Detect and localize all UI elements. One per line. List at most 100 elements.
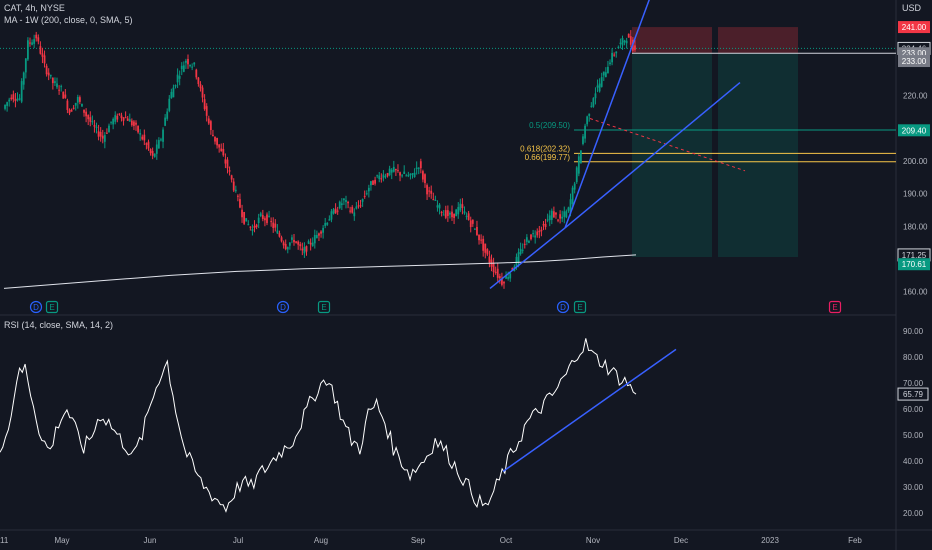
candle-body-122 — [257, 217, 260, 224]
candle-body-232 — [486, 249, 489, 255]
candle-body-213 — [446, 210, 449, 216]
candle-body-126 — [266, 214, 268, 224]
candle-body-279 — [584, 125, 586, 139]
candle-body-123 — [259, 213, 262, 216]
event-marker-text-4: D — [560, 303, 566, 312]
candle-body-142 — [299, 244, 302, 247]
candle-body-10 — [24, 58, 27, 73]
candle-body-293 — [613, 54, 616, 56]
candle-body-12 — [29, 42, 31, 44]
candle-body-274 — [573, 183, 576, 190]
candle-body-159 — [334, 208, 337, 214]
candle-body-216 — [453, 213, 455, 218]
candle-body-112 — [236, 195, 239, 197]
candle-body-60 — [128, 119, 131, 122]
price-badge-text-5: 171.25 — [902, 251, 927, 260]
candle-body-175 — [367, 187, 370, 192]
candle-body-35 — [76, 96, 79, 103]
candle-body-223 — [467, 213, 470, 221]
candle-body-286 — [598, 83, 601, 92]
candle-body-56 — [120, 115, 123, 119]
rsi-tick-0: 90.00 — [903, 327, 924, 336]
candle-body-211 — [442, 214, 445, 216]
candle-body-140 — [295, 241, 297, 243]
candle-body-301 — [629, 36, 632, 45]
candle-body-144 — [303, 246, 306, 254]
candle-body-217 — [455, 209, 458, 217]
candle-body-37 — [81, 103, 83, 107]
rsi-badge-text: 65.79 — [903, 390, 924, 399]
rsi-tick-7: 20.00 — [903, 509, 924, 518]
candle-body-178 — [374, 179, 376, 184]
candle-body-52 — [112, 118, 115, 125]
candle-body-36 — [78, 97, 81, 102]
candle-body-97 — [205, 106, 208, 116]
candle-body-191 — [401, 175, 404, 177]
candle-body-58 — [124, 117, 127, 119]
candle-body-193 — [405, 175, 408, 177]
rsi-tick-2: 70.00 — [903, 379, 924, 388]
candle-body-55 — [118, 113, 121, 115]
candle-body-13 — [31, 42, 33, 45]
candle-body-253 — [530, 234, 532, 240]
candle-body-206 — [432, 199, 435, 201]
candle-body-168 — [353, 212, 356, 217]
candle-body-264 — [552, 211, 555, 218]
candle-body-246 — [515, 256, 518, 267]
candle-body-103 — [218, 144, 221, 148]
candle-body-84 — [178, 76, 181, 79]
event-marker-text-6: E — [832, 303, 837, 312]
fib-label-1: 0.618(202.32) — [520, 144, 570, 153]
candle-body-4 — [12, 94, 15, 100]
candle-body-108 — [228, 170, 231, 172]
candle-body-179 — [376, 175, 379, 177]
currency-label: USD — [902, 3, 922, 13]
candle-body-228 — [478, 234, 480, 241]
candle-body-66 — [141, 136, 144, 140]
candle-body-155 — [326, 222, 329, 225]
candle-body-26 — [58, 89, 60, 91]
candle-body-172 — [361, 199, 364, 202]
candle-body-73 — [155, 144, 158, 154]
candle-body-17 — [39, 46, 42, 54]
time-label-4: Aug — [314, 536, 328, 545]
candle-body-130 — [274, 223, 277, 228]
candle-body-197 — [413, 172, 416, 178]
candle-body-222 — [465, 215, 468, 217]
candle-body-50 — [108, 125, 110, 133]
stop-zone-2 — [718, 27, 798, 54]
candle-body-284 — [594, 93, 597, 99]
event-marker-text-2: D — [280, 303, 286, 312]
candle-body-117 — [247, 224, 250, 226]
candle-body-227 — [476, 226, 478, 235]
candle-body-201 — [422, 171, 424, 180]
price-badge-text-2: 233.00 — [902, 49, 927, 58]
candle-body-186 — [390, 169, 393, 173]
candle-body-62 — [133, 121, 135, 126]
candle-body-236 — [494, 271, 497, 274]
candle-body-48 — [103, 135, 106, 142]
candle-body-132 — [278, 233, 281, 237]
candle-body-243 — [509, 273, 512, 279]
candle-body-290 — [607, 66, 609, 74]
time-label-2: Jun — [144, 536, 157, 545]
candle-body-135 — [284, 243, 287, 250]
candle-body-86 — [182, 65, 185, 72]
event-marker-text-3: E — [321, 303, 326, 312]
candle-body-250 — [523, 243, 526, 245]
candle-body-294 — [615, 51, 618, 54]
candle-body-199 — [417, 167, 420, 169]
candle-body-269 — [563, 211, 566, 217]
candle-body-262 — [548, 215, 551, 221]
candle-body-208 — [436, 205, 439, 208]
candle-body-139 — [293, 239, 295, 243]
time-label-10: Feb — [848, 536, 862, 545]
candle-body-20 — [45, 65, 48, 75]
candle-body-54 — [116, 115, 119, 120]
candle-body-251 — [525, 237, 528, 242]
candle-body-303 — [634, 45, 636, 50]
earnings-marker-1 — [45, 300, 59, 314]
candle-body-23 — [51, 77, 54, 84]
candle-body-76 — [162, 129, 164, 142]
